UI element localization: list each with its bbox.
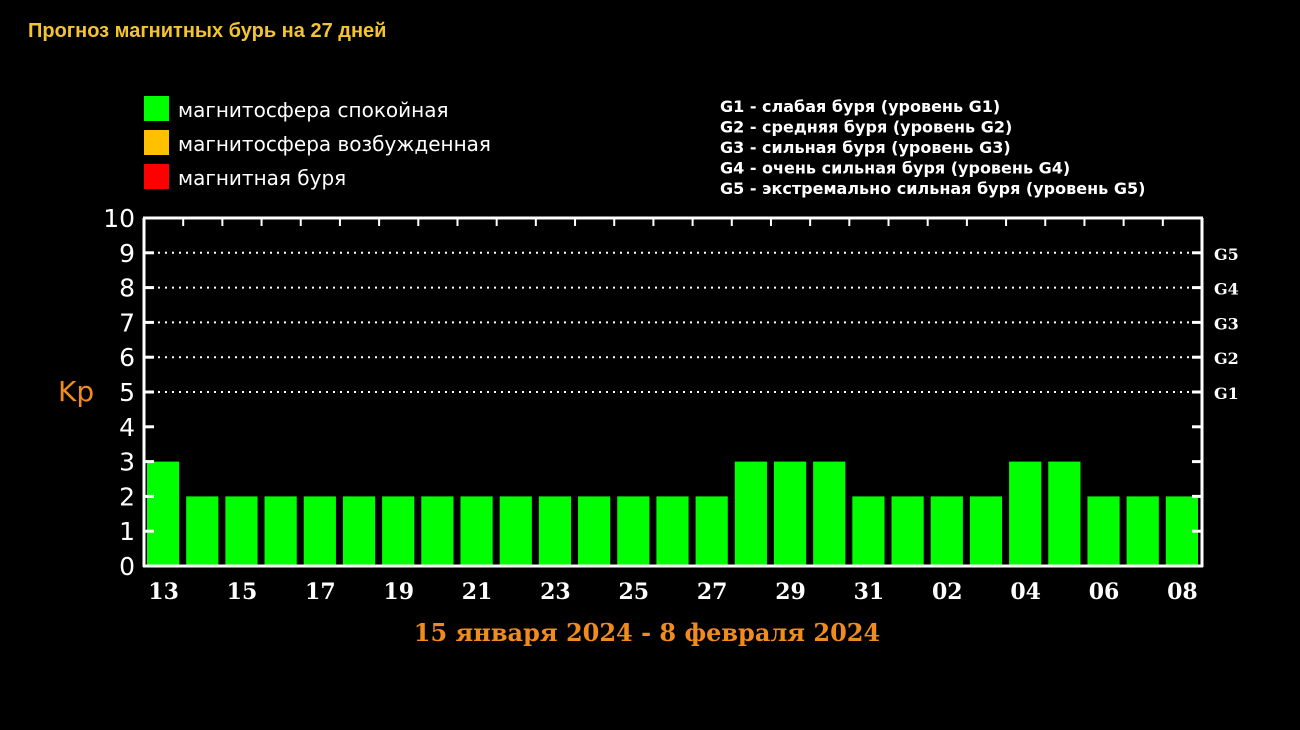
x-tick-label-31: 31 (854, 579, 885, 605)
x-tick-label-13: 13 (148, 579, 179, 605)
legend-label-2: магнитная буря (178, 166, 346, 190)
y-tick-label-1: 1 (119, 517, 135, 546)
bar-06 (1087, 496, 1120, 566)
bar-07 (1126, 496, 1159, 566)
bar-01 (891, 496, 924, 566)
bar-04 (1009, 461, 1042, 566)
x-tick-label-15: 15 (227, 579, 258, 605)
x-tick-label-08: 08 (1167, 579, 1198, 605)
page-title: Прогноз магнитных бурь на 27 дней (28, 20, 387, 42)
g-axis-label-G1: G1 (1214, 384, 1239, 403)
x-tick-label-04: 04 (1010, 579, 1041, 605)
bar-25 (617, 496, 650, 566)
bar-18 (342, 496, 376, 566)
g-level-item-4: G5 - экстремально сильная буря (уровень … (720, 179, 1145, 198)
y-tick-label-8: 8 (119, 274, 135, 303)
legend-swatch-0 (144, 96, 169, 121)
bar-31 (852, 496, 885, 566)
g-level-item-1: G2 - средняя буря (уровень G2) (720, 118, 1012, 137)
bar-05 (1048, 461, 1081, 566)
g-level-item-0: G1 - слабая буря (уровень G1) (720, 97, 1000, 116)
x-tick-label-25: 25 (619, 579, 650, 605)
bar-03 (969, 496, 1003, 566)
bar-17 (303, 496, 336, 566)
bar-13 (147, 461, 180, 566)
g-axis-label-G5: G5 (1214, 245, 1239, 264)
y-tick-label-9: 9 (119, 239, 135, 268)
bar-29 (773, 461, 807, 566)
bar-20 (421, 496, 454, 566)
x-tick-label-06: 06 (1089, 579, 1120, 605)
bar-27 (695, 496, 728, 566)
bar-16 (264, 496, 297, 566)
y-tick-label-7: 7 (119, 308, 135, 337)
y-tick-label-10: 10 (103, 204, 135, 233)
bar-30 (813, 461, 846, 566)
g-axis-label-G2: G2 (1214, 349, 1239, 368)
bar-19 (382, 496, 415, 566)
g-level-legend: G1 - слабая буря (уровень G1) G2 - средня… (720, 97, 1145, 198)
y-tick-label-2: 2 (119, 482, 135, 511)
bar-14 (186, 496, 219, 566)
legend: магнитосфера спокойная магнитосфера возбу… (144, 96, 491, 190)
bar-22 (499, 496, 532, 566)
y-tick-label-5: 5 (119, 378, 135, 407)
x-tick-label-27: 27 (697, 579, 728, 605)
y-tick-label-4: 4 (119, 413, 135, 442)
y-tick-label-3: 3 (119, 448, 135, 477)
g-axis-label-G4: G4 (1214, 280, 1239, 299)
bar-02 (930, 496, 963, 566)
g-level-item-3: G4 - очень сильная буря (уровень G4) (720, 159, 1070, 178)
x-tick-label-02: 02 (932, 579, 963, 605)
bars (147, 461, 1198, 566)
bar-26 (656, 496, 689, 566)
x-tick-label-23: 23 (540, 579, 571, 605)
legend-label-0: магнитосфера спокойная (178, 98, 449, 122)
legend-swatch-1 (144, 130, 169, 155)
bar-23 (538, 496, 572, 566)
y-tick-label-0: 0 (119, 552, 135, 581)
x-tick-label-19: 19 (383, 579, 414, 605)
g-axis-label-G3: G3 (1214, 314, 1239, 333)
date-range-label: 15 января 2024 - 8 февраля 2024 (414, 618, 880, 647)
y-axis-label: Kp (58, 375, 94, 408)
bar-15 (225, 496, 258, 566)
g-level-item-2: G3 - сильная буря (уровень G3) (720, 138, 1011, 157)
x-tick-label-17: 17 (305, 579, 336, 605)
legend-swatch-2 (144, 164, 169, 189)
bar-28 (734, 461, 767, 566)
bar-24 (578, 496, 611, 566)
bar-21 (460, 496, 493, 566)
x-tick-label-29: 29 (775, 579, 806, 605)
y-tick-label-6: 6 (119, 343, 135, 372)
legend-label-1: магнитосфера возбужденная (178, 132, 491, 156)
gridlines (144, 251, 1202, 393)
x-tick-label-21: 21 (462, 579, 493, 605)
